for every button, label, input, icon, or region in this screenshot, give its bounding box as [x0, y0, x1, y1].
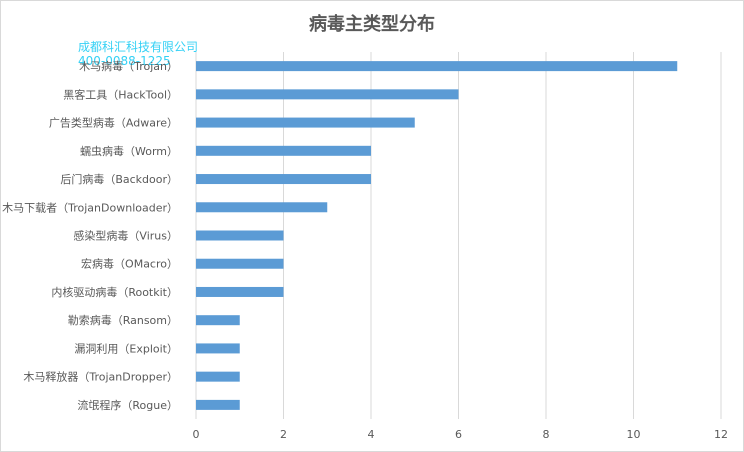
bar	[196, 145, 371, 156]
category-labels: 木马病毒（Trojan） 黑客工具（HackTool） 广告类型病毒（Adware）…	[2, 59, 178, 412]
bar	[196, 343, 240, 354]
watermark-line-2: 400-0088-1225	[78, 54, 171, 68]
bar	[196, 258, 284, 269]
x-tick-label: 10	[627, 428, 641, 441]
category-label: 内核驱动病毒（Rootkit）	[51, 285, 178, 299]
x-tick-label: 2	[280, 428, 287, 441]
category-label: 勒索病毒（Ransom）	[68, 313, 178, 327]
category-label: 木马下载者（TrojanDownloader）	[2, 201, 178, 214]
category-label: 宏病毒（OMacro）	[81, 257, 178, 271]
bars	[196, 61, 678, 410]
category-label: 蠕虫病毒（Worm）	[80, 144, 178, 158]
category-label: 漏洞利用（Exploit）	[74, 342, 178, 355]
x-tick-label: 6	[455, 428, 462, 441]
bar	[196, 117, 415, 128]
bar	[196, 371, 240, 382]
category-label: 感染型病毒（Virus）	[73, 229, 178, 243]
x-tick-labels: 0 2 4 6 8 10 12	[193, 428, 729, 441]
bar	[196, 286, 284, 297]
chart-title: 病毒主类型分布	[309, 14, 435, 35]
category-label: 木马释放器（TrojanDropper）	[23, 370, 178, 384]
category-label: 流氓程序（Rogue）	[77, 398, 178, 412]
bar	[196, 174, 371, 185]
x-tick-label: 12	[714, 428, 728, 441]
category-label: 木马病毒（Trojan）	[79, 59, 178, 73]
bar	[196, 399, 240, 410]
category-label: 广告类型病毒（Adware）	[49, 116, 178, 130]
watermark: 成都科汇科技有限公司 400-0088-1225	[78, 40, 198, 68]
x-tick-label: 0	[193, 428, 200, 441]
bar	[196, 315, 240, 326]
x-tick-label: 4	[368, 428, 375, 441]
bar	[196, 202, 328, 213]
category-label: 黑客工具（HackTool）	[63, 87, 178, 101]
category-label: 后门病毒（Backdoor）	[60, 172, 178, 186]
bar	[196, 89, 459, 100]
watermark-line-1: 成都科汇科技有限公司	[78, 40, 199, 54]
bar	[196, 61, 678, 72]
bar	[196, 230, 284, 241]
x-tick-label: 8	[543, 428, 550, 441]
